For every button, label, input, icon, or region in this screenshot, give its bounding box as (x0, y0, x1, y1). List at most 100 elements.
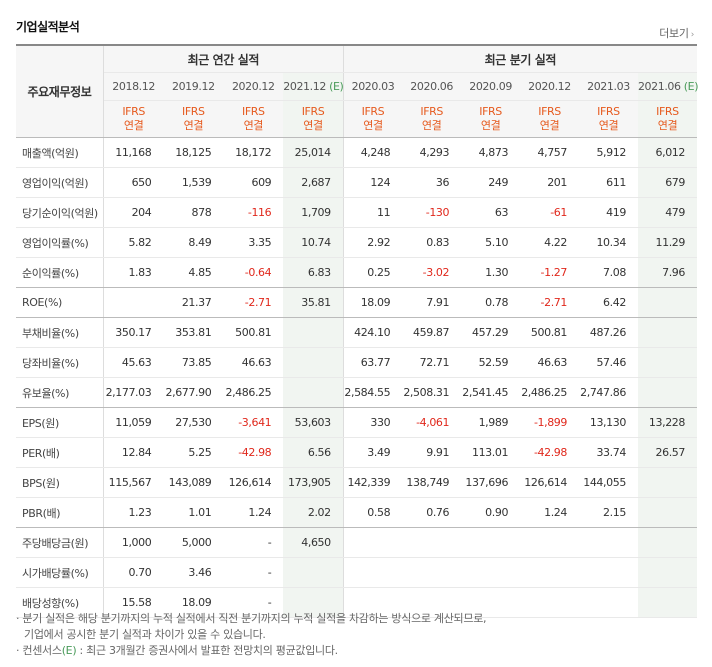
ifrs-label: IFRS (656, 105, 679, 118)
table-cell (637, 587, 697, 618)
accounting-standard-header: IFRS 연결 (579, 100, 638, 138)
table-cell: 2,747.86 (579, 377, 638, 408)
table-cell (283, 317, 344, 348)
footnote-2-text: : 최근 3개월간 증권사에서 발표한 전망치의 평균값입니다. (79, 644, 339, 657)
table-cell: 8.49 (163, 227, 224, 258)
accounting-standard-header: IFRS 연결 (343, 100, 403, 138)
ifrs-label: IFRS (301, 105, 325, 118)
table-cell: 609 (223, 167, 284, 198)
table-cell: 46.63 (520, 347, 579, 378)
table-row: 매출액(억원) 11,168 18,125 18,172 25,014 4,248 4,29… (16, 137, 697, 168)
table-cell: 2,486.25 (520, 377, 579, 408)
table-cell: 53,603 (283, 407, 344, 438)
table-cell: 1.30 (461, 257, 521, 288)
table-row: PER(배) 12.84 5.25 -42.98 6.56 3.49 9.91 113.01-… (16, 437, 697, 468)
table-cell (103, 287, 164, 318)
table-cell: 25,014 (283, 137, 344, 168)
table-cell: 142,339 (343, 467, 403, 498)
table-cell: - (223, 557, 284, 588)
ifrs-label: IFRS (361, 105, 385, 118)
table-cell: 126,614 (223, 467, 284, 498)
table-cell: 2.02 (283, 497, 344, 528)
table-cell: 5.82 (103, 227, 164, 258)
table-cell: 27,530 (163, 407, 224, 438)
table-cell: -3.02 (402, 257, 462, 288)
table-cell: 143,089 (163, 467, 224, 498)
row-label: 영업이익(억원) (16, 167, 104, 198)
table-cell: 2,677.90 (163, 377, 224, 408)
table-cell: 0.70 (103, 557, 164, 588)
table-cell: 1.01 (163, 497, 224, 528)
table-cell: 2,584.55 (343, 377, 403, 408)
table-cell: 0.78 (461, 287, 521, 318)
period-header: 2020.12 (520, 72, 579, 101)
table-cell: 350.17 (103, 317, 164, 348)
table-cell: 2.15 (579, 497, 638, 528)
table-cell: -2.71 (223, 287, 284, 318)
table-cell: 126,614 (520, 467, 579, 498)
table-cell: 11,168 (103, 137, 164, 168)
table-row: 시가배당률(%) 0.70 3.46- (16, 557, 697, 588)
table-cell: 10.34 (579, 227, 638, 258)
table-cell: 33.74 (579, 437, 638, 468)
ifrs-label: IFRS (420, 105, 443, 118)
period-label: 2020.12 (528, 80, 571, 93)
ifrs-label: IFRS (479, 105, 502, 118)
table-cell: 52.59 (461, 347, 521, 378)
ifrs-label: IFRS (122, 105, 145, 118)
table-cell: 10.74 (283, 227, 344, 258)
consolidated-label: 연결 (539, 119, 560, 132)
estimate-mark: (E) (329, 80, 344, 93)
table-cell: 1,539 (163, 167, 224, 198)
ifrs-label: IFRS (538, 105, 561, 118)
row-label: 시가배당률(%) (16, 557, 104, 588)
table-cell: 1,989 (461, 407, 521, 438)
table-cell: 73.85 (163, 347, 224, 378)
table-cell: 479 (637, 197, 697, 228)
table-cell: 45.63 (103, 347, 164, 378)
table-cell (637, 347, 697, 378)
table-cell: 18,125 (163, 137, 224, 168)
table-cell (637, 317, 697, 348)
table-row: EPS(원) 11,059 27,530 -3,641 53,603 330 -4,061 1… (16, 407, 697, 438)
table-cell (343, 557, 403, 588)
row-label: 당좌비율(%) (16, 347, 104, 378)
table-cell: 26.57 (637, 437, 697, 468)
footnote-2-mark: (E) (61, 644, 77, 657)
table-cell (520, 527, 579, 558)
period-label: 2020.06 (410, 80, 453, 93)
table-cell: 1.24 (520, 497, 579, 528)
more-link[interactable]: 더보기 › (659, 25, 694, 41)
table-cell: -2.71 (520, 287, 579, 318)
table-cell: 1.83 (103, 257, 164, 288)
consolidated-label: 연결 (657, 119, 678, 132)
table-row: PBR(배) 1.23 1.01 1.24 2.02 0.58 0.76 0.90 1.24 2.… (16, 497, 697, 528)
table-cell: 4,757 (520, 137, 579, 168)
table-cell: 113.01 (461, 437, 521, 468)
period-header: 2020.06 (402, 72, 462, 101)
row-label: 부채비율(%) (16, 317, 104, 348)
accounting-standard-header: IFRS 연결 (402, 100, 462, 138)
period-header: 2021.03 (579, 72, 638, 101)
period-header: 2021.12 (E) (283, 72, 344, 101)
table-cell: 457.29 (461, 317, 521, 348)
row-label: 영업이익률(%) (16, 227, 104, 258)
table-cell (579, 527, 638, 558)
row-label: ROE(%) (16, 287, 104, 318)
table-cell: 6,012 (637, 137, 697, 168)
table-row: 영업이익(억원) 650 1,539 609 2,687 124 36 249 201 611 67… (16, 167, 697, 198)
table-cell: 2.92 (343, 227, 403, 258)
table-cell: 7.08 (579, 257, 638, 288)
table-cell: - (223, 527, 284, 558)
accounting-standard-header: IFRS 연결 (461, 100, 521, 138)
table-cell (461, 587, 521, 618)
table-cell: 11,059 (103, 407, 164, 438)
accounting-standard-header: IFRS 연결 (283, 100, 344, 138)
consolidated-label: 연결 (421, 119, 442, 132)
table-cell (343, 527, 403, 558)
chevron-right-icon: › (690, 30, 695, 40)
footnote-2-prefix: · 컨센서스 (16, 644, 62, 657)
footnotes: · 분기 실적은 해당 분기까지의 누적 실적에서 직전 분기까지의 누적 실적… (16, 611, 487, 659)
table-cell: 424.10 (343, 317, 403, 348)
table-cell: 4.85 (163, 257, 224, 288)
